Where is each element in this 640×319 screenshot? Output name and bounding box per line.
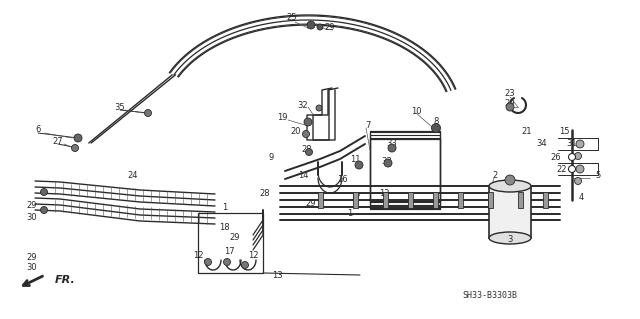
Text: 15: 15 — [559, 127, 569, 136]
Circle shape — [74, 134, 82, 142]
Text: 12: 12 — [379, 189, 389, 197]
Text: 1: 1 — [348, 210, 353, 219]
Bar — [458, 192, 463, 208]
Text: 25: 25 — [287, 13, 297, 23]
Text: 24: 24 — [128, 172, 138, 181]
Text: 29: 29 — [27, 202, 37, 211]
Circle shape — [576, 140, 584, 148]
Text: 29: 29 — [306, 199, 316, 209]
Circle shape — [304, 118, 312, 126]
Circle shape — [40, 189, 47, 196]
Text: 30: 30 — [27, 263, 37, 272]
Circle shape — [575, 152, 582, 160]
Bar — [488, 192, 493, 208]
Bar — [518, 192, 522, 208]
Text: 31: 31 — [566, 138, 577, 147]
Ellipse shape — [489, 180, 531, 192]
Bar — [317, 192, 323, 208]
Text: 5: 5 — [595, 170, 600, 180]
Circle shape — [72, 145, 79, 152]
Text: 17: 17 — [224, 248, 234, 256]
Circle shape — [575, 177, 582, 184]
Text: 28: 28 — [301, 145, 312, 154]
Bar — [489, 186, 531, 238]
Bar — [353, 192, 358, 208]
Text: 18: 18 — [219, 224, 229, 233]
Text: 11: 11 — [349, 155, 360, 165]
Text: 29: 29 — [505, 100, 515, 108]
Circle shape — [205, 258, 211, 265]
Circle shape — [576, 165, 584, 173]
Text: 16: 16 — [337, 175, 348, 184]
Circle shape — [568, 153, 575, 160]
Text: 6: 6 — [35, 125, 41, 135]
Circle shape — [305, 149, 312, 155]
Text: 14: 14 — [298, 170, 308, 180]
Circle shape — [223, 258, 230, 265]
Text: 12: 12 — [349, 192, 360, 202]
Text: 2: 2 — [492, 172, 498, 181]
Text: 19: 19 — [276, 114, 287, 122]
Circle shape — [40, 206, 47, 213]
Bar — [383, 192, 387, 208]
Text: 27: 27 — [52, 137, 63, 146]
Text: 29: 29 — [324, 24, 335, 33]
Text: 33: 33 — [387, 138, 397, 147]
Circle shape — [145, 109, 152, 116]
Circle shape — [431, 123, 440, 132]
Ellipse shape — [489, 232, 531, 244]
Bar — [433, 192, 438, 208]
Text: 23: 23 — [505, 88, 515, 98]
Text: 7: 7 — [365, 122, 371, 130]
Circle shape — [568, 166, 575, 173]
Text: 34: 34 — [537, 138, 547, 147]
Text: 3: 3 — [508, 235, 513, 244]
Text: 4: 4 — [579, 192, 584, 202]
Text: 29: 29 — [230, 233, 240, 241]
Bar — [543, 192, 547, 208]
Circle shape — [506, 103, 514, 111]
Text: 10: 10 — [411, 107, 421, 115]
Circle shape — [241, 262, 248, 269]
Text: 13: 13 — [272, 271, 282, 279]
Circle shape — [384, 159, 392, 167]
Text: 33: 33 — [381, 158, 392, 167]
Text: SH33-B3303B: SH33-B3303B — [463, 291, 518, 300]
Circle shape — [388, 144, 396, 152]
Circle shape — [303, 130, 310, 137]
Text: 30: 30 — [27, 212, 37, 221]
Text: 35: 35 — [115, 103, 125, 113]
Circle shape — [307, 21, 315, 29]
Text: 20: 20 — [291, 127, 301, 136]
Circle shape — [505, 175, 515, 185]
Circle shape — [317, 24, 323, 30]
Text: 21: 21 — [522, 127, 532, 136]
Text: 12: 12 — [193, 250, 204, 259]
Circle shape — [355, 161, 363, 169]
Bar — [408, 192, 413, 208]
Text: 26: 26 — [550, 152, 561, 161]
Text: 32: 32 — [298, 100, 308, 109]
Text: 12: 12 — [248, 250, 259, 259]
Text: FR.: FR. — [55, 275, 76, 285]
Text: 28: 28 — [260, 189, 270, 198]
Circle shape — [316, 105, 322, 111]
Text: 29: 29 — [27, 253, 37, 262]
Text: 1: 1 — [222, 204, 228, 212]
Bar — [198, 213, 263, 273]
Text: 22: 22 — [557, 165, 567, 174]
Text: 8: 8 — [433, 117, 438, 127]
Text: 9: 9 — [268, 152, 274, 161]
